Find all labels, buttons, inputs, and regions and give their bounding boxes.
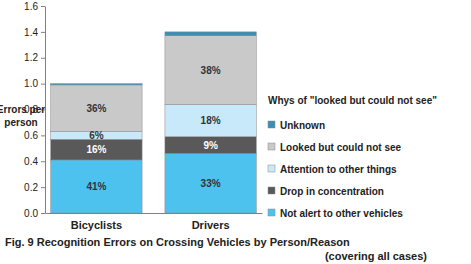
legend-swatch [268, 187, 275, 194]
bars [51, 32, 257, 213]
y-tick-label: 0.6 [24, 130, 38, 141]
y-tick: 1.4 [24, 27, 45, 38]
y-tick: 1.2 [24, 52, 45, 63]
subtitle: (covering all cases) [325, 250, 427, 262]
bar-segment [165, 137, 256, 154]
y-tick-mark [41, 58, 45, 59]
bar-segment [51, 84, 142, 85]
y-tick: 1.6 [24, 1, 45, 12]
segment-label: 41% [86, 181, 106, 192]
title: Fig. 9 Recognition Errors on Crossing Ve… [5, 236, 350, 248]
y-tick-label: 1.0 [24, 78, 38, 89]
y-tick-label: 0.0 [24, 208, 38, 219]
bar-segment [165, 104, 256, 136]
y-tick-label: 1.6 [24, 1, 38, 12]
y-tick-label: 1.2 [24, 52, 38, 63]
segment-label: 18% [201, 115, 221, 126]
y-tick: 0.6 [24, 130, 45, 141]
y-tick: 0.4 [24, 156, 45, 167]
legend-label: Attention to other things [280, 164, 397, 175]
segment-label: 16% [86, 144, 106, 155]
y-tick-mark [41, 187, 45, 188]
bar-segment [51, 139, 142, 160]
segment-label: 38% [201, 65, 221, 76]
y-tick-mark [41, 32, 45, 33]
y-axis-title: Errors perperson [0, 104, 45, 128]
x-tick-label: Drivers [192, 219, 230, 231]
legend-swatch [268, 209, 275, 216]
x-axis: Bicyclists Drivers [46, 214, 263, 232]
legend-swatch [268, 143, 275, 150]
y-tick: 0.0 [24, 208, 45, 219]
segment-label: 33% [201, 178, 221, 189]
legend-title: Whys of "looked but could not see" [268, 95, 437, 106]
y-tick: 0.2 [24, 182, 45, 193]
bar-segment [165, 36, 256, 105]
segment-label: 36% [86, 103, 106, 114]
y-tick-mark [41, 135, 45, 136]
bar-segment [51, 85, 142, 132]
legend-label: Unknown [280, 120, 325, 131]
x-tick-label: Bicyclists [71, 219, 122, 231]
legend: Whys of "looked but could not see" Unknow… [268, 95, 437, 219]
legend-swatch [268, 121, 275, 128]
y-tick-mark [41, 161, 45, 162]
x-axis-line [46, 213, 263, 214]
y-tick-label: 1.4 [24, 27, 38, 38]
x-tick: Drivers [192, 219, 230, 231]
legend-label: Not alert to other vehicles [280, 208, 403, 219]
bar-segment [165, 32, 256, 36]
y-tick-mark [41, 84, 45, 85]
bar-segment [165, 153, 256, 213]
legend-label: Drop in concentration [280, 186, 384, 197]
bar-segment [51, 160, 142, 213]
segment-label: 9% [203, 140, 218, 151]
segment-label: 6% [89, 130, 104, 141]
y-tick: 1.0 [24, 78, 45, 89]
y-tick-label: 0.4 [24, 156, 38, 167]
y-tick-label: 0.2 [24, 182, 38, 193]
segment-labels: 41% 33% 16% 9% 6% 18% 36% 38% [86, 65, 220, 192]
y-tick-mark [41, 213, 45, 214]
legend-swatch [268, 165, 275, 172]
x-tick: Bicyclists [71, 219, 122, 231]
chart: 41%33%16%9%6%18%36%38%0.00.20.40.60.81.0… [0, 0, 471, 264]
y-tick-mark [41, 6, 45, 7]
legend-label: Looked but could not see [280, 142, 402, 153]
